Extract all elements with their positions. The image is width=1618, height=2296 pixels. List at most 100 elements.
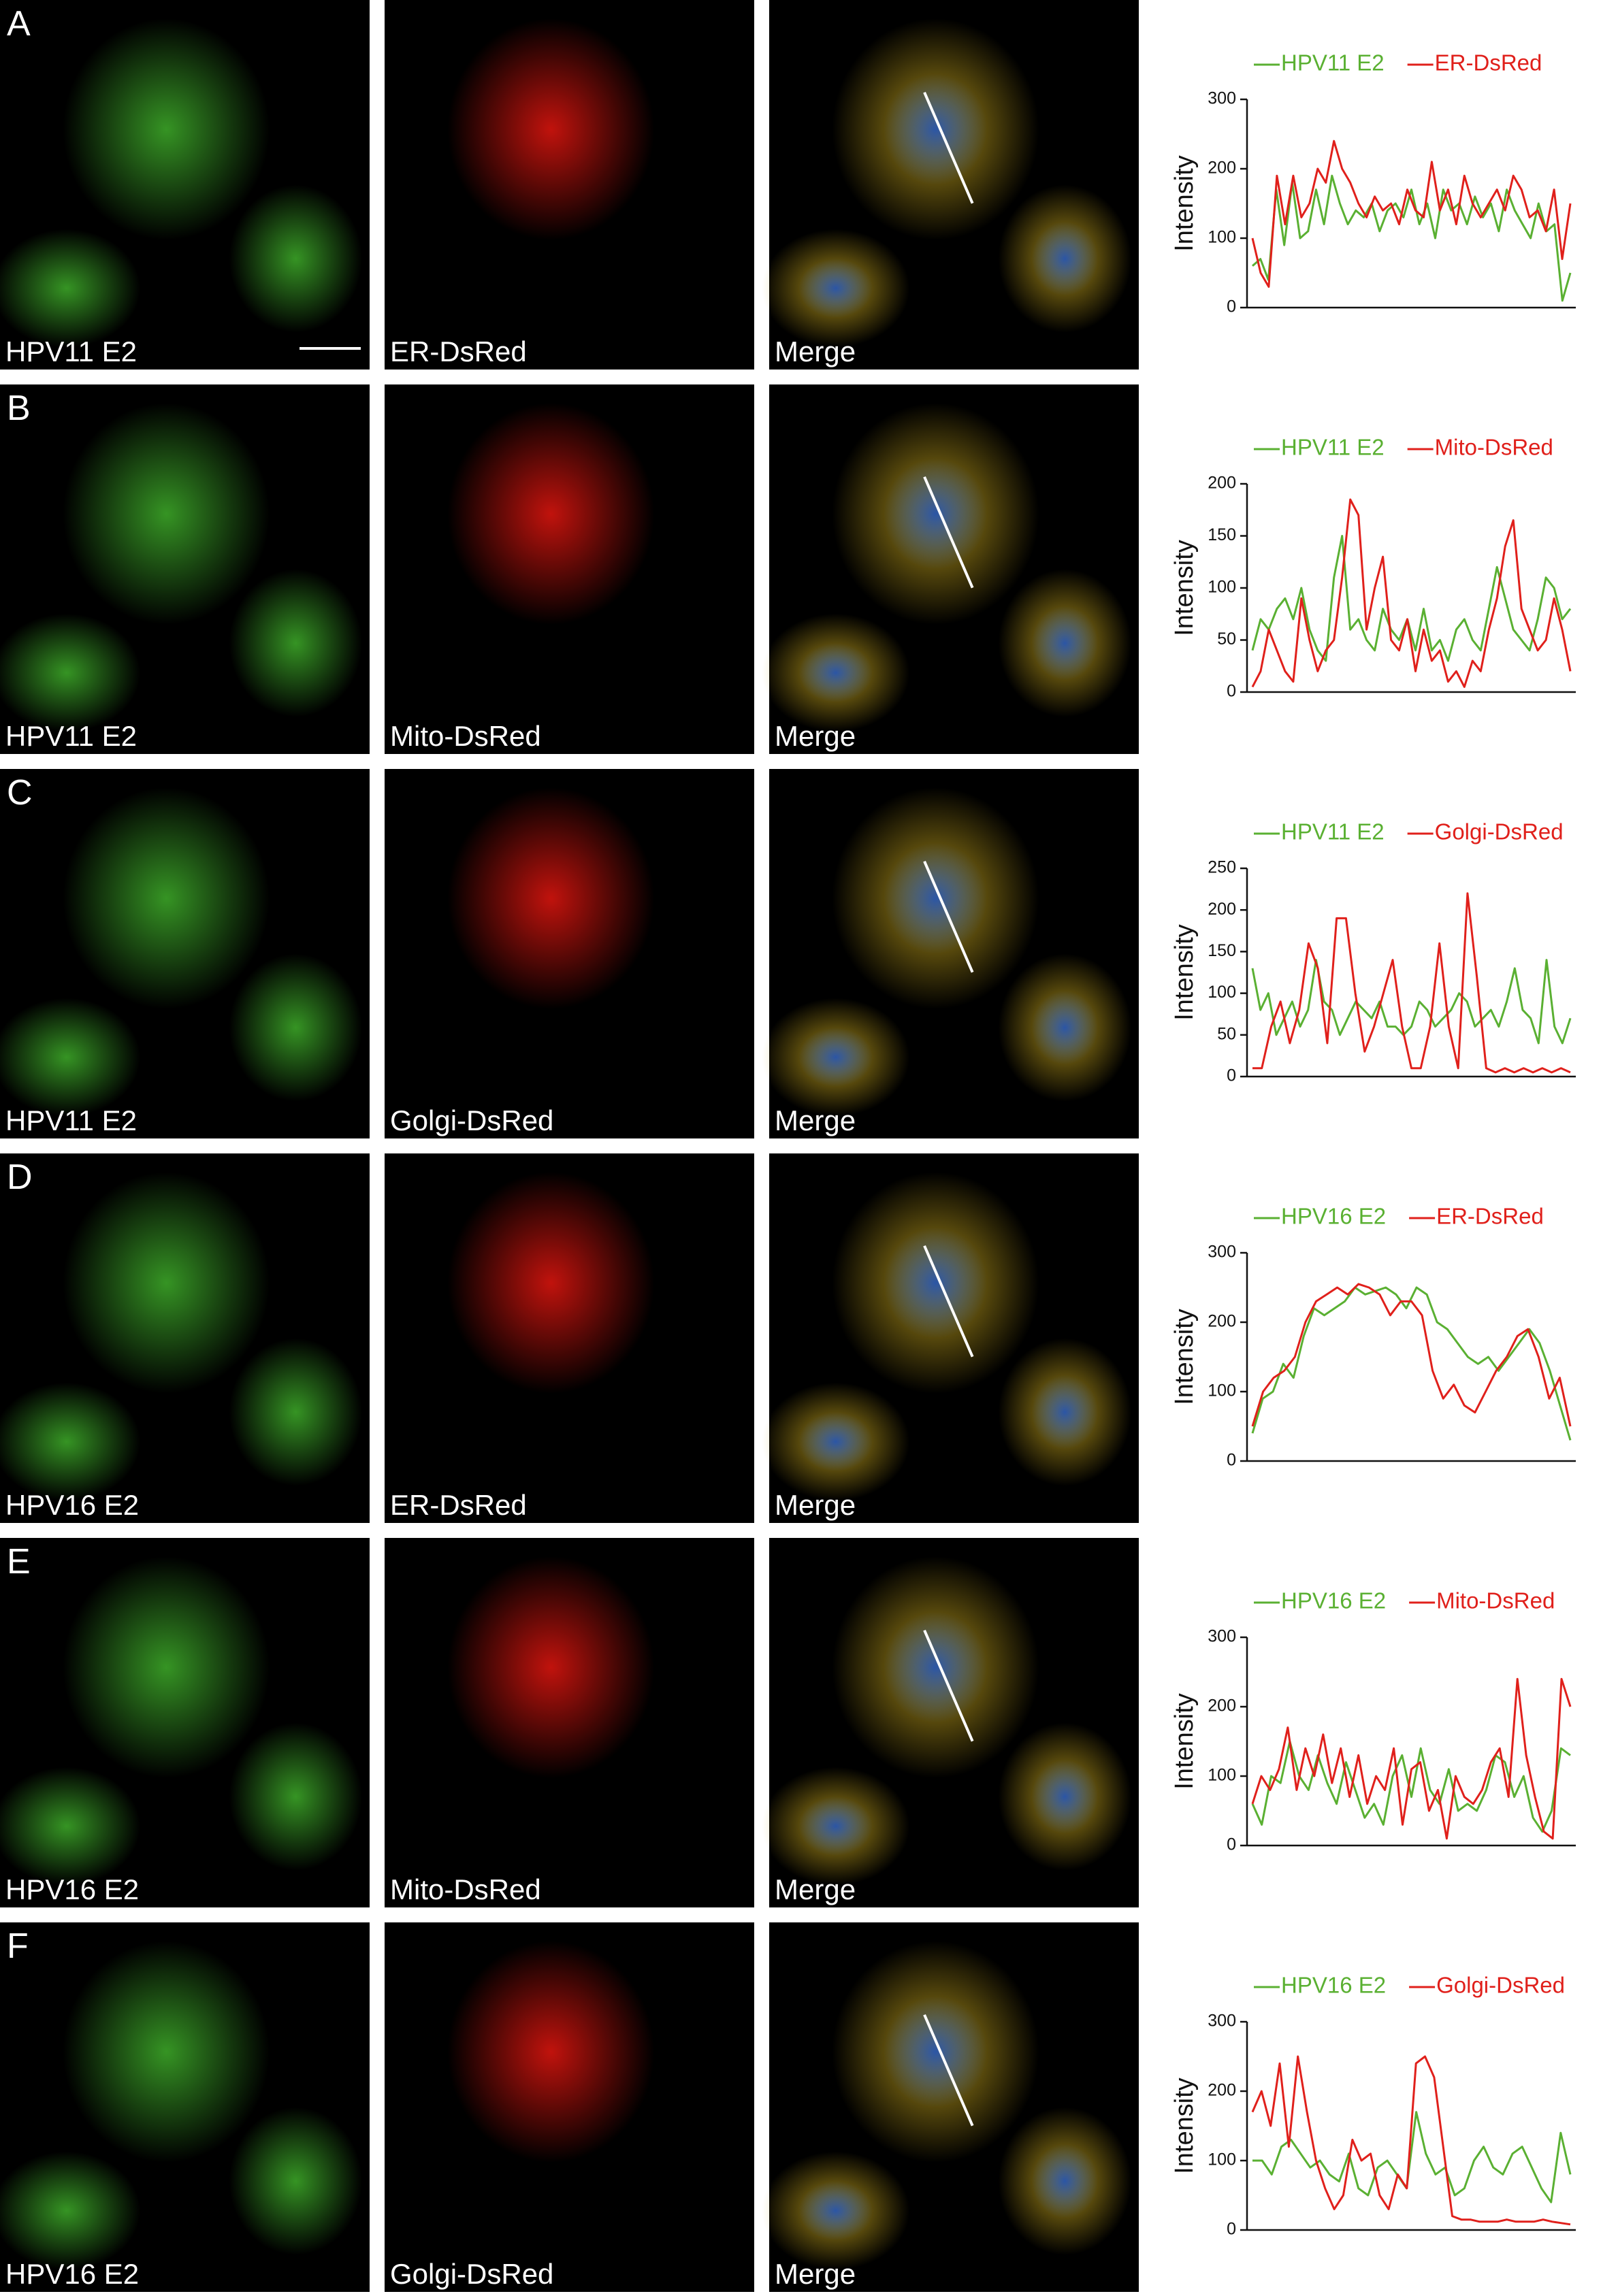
legend-label: HPV11 E2 xyxy=(1281,50,1385,76)
image-label: ER-DsRed xyxy=(390,335,527,367)
nucleus xyxy=(798,643,873,702)
y-tick-label: 150 xyxy=(1208,525,1236,544)
cell-signal xyxy=(0,998,141,1117)
nucleus xyxy=(1031,2144,1099,2218)
cell-signal xyxy=(447,1172,655,1394)
y-tick-label: 0 xyxy=(1227,2220,1236,2239)
y-tick-label: 0 xyxy=(1227,1835,1236,1854)
data-line xyxy=(1251,1286,1572,1441)
cell-signal xyxy=(229,1338,363,1486)
image-label: Merge xyxy=(775,2258,856,2290)
nucleus xyxy=(884,458,988,570)
nucleus xyxy=(798,2181,873,2240)
image-label: Merge xyxy=(775,720,856,752)
y-tick-label: 200 xyxy=(1208,2081,1236,2100)
nucleus xyxy=(1031,1375,1099,1449)
y-axis-label: Intensity xyxy=(1170,1693,1199,1790)
legend-label: ER-DsRed xyxy=(1436,1204,1544,1229)
image-label: Merge xyxy=(775,1489,856,1521)
cell-signal xyxy=(0,1767,141,1886)
data-line xyxy=(1251,140,1572,288)
panel-letter: E xyxy=(7,1542,31,1581)
nucleus xyxy=(798,1797,873,1856)
nucleus xyxy=(884,1227,988,1339)
y-tick-label: 50 xyxy=(1217,1024,1236,1043)
legend-label: HPV16 E2 xyxy=(1281,1204,1386,1229)
legend-label: HPV16 E2 xyxy=(1281,1588,1386,1613)
image-label: Merge xyxy=(775,1873,856,1905)
data-line xyxy=(1252,174,1572,302)
legend-label: HPV16 E2 xyxy=(1281,1973,1386,1998)
legend-label: Mito-DsRed xyxy=(1436,1588,1555,1613)
data-line xyxy=(1252,892,1571,1074)
y-tick-label: 100 xyxy=(1208,2150,1236,2169)
image-label: Merge xyxy=(775,335,856,367)
cell-signal xyxy=(63,1556,270,1778)
panel-letter: B xyxy=(7,389,31,428)
cell-signal xyxy=(447,403,655,625)
image-label: Mito-DsRed xyxy=(390,1873,541,1905)
cell-signal xyxy=(229,953,363,1102)
y-tick-label: 200 xyxy=(1208,159,1236,178)
nucleus xyxy=(1031,990,1099,1065)
image-label: HPV11 E2 xyxy=(5,1104,137,1136)
image-label: HPV16 E2 xyxy=(5,1873,139,1905)
scan-line xyxy=(923,1629,974,1742)
nucleus xyxy=(1031,221,1099,296)
nucleus xyxy=(1031,606,1099,680)
y-tick-label: 100 xyxy=(1208,983,1236,1002)
y-tick-label: 300 xyxy=(1208,1627,1236,1646)
cell-signal xyxy=(229,184,363,333)
image-label: Golgi-DsRed xyxy=(390,1104,553,1136)
data-line xyxy=(1252,2111,1572,2203)
nucleus xyxy=(884,1996,988,2108)
cell-signal xyxy=(0,613,141,732)
cell-signal xyxy=(63,1172,270,1394)
cell-signal xyxy=(447,787,655,1009)
nucleus xyxy=(798,1028,873,1087)
cell-signal xyxy=(447,18,655,240)
data-line xyxy=(1251,959,1572,1045)
image-label: Golgi-DsRed xyxy=(390,2258,553,2290)
scan-line xyxy=(923,1245,974,1358)
nucleus xyxy=(798,1412,873,1471)
y-tick-label: 100 xyxy=(1208,1381,1236,1400)
cell-signal xyxy=(447,1556,655,1778)
image-label: ER-DsRed xyxy=(390,1489,527,1521)
data-line xyxy=(1251,1740,1571,1833)
image-label: HPV11 E2 xyxy=(5,335,137,367)
y-axis-label: Intensity xyxy=(1170,1309,1199,1405)
y-tick-label: 300 xyxy=(1208,2012,1236,2031)
panel-letter: A xyxy=(7,4,31,44)
nucleus xyxy=(884,1611,988,1723)
scan-line xyxy=(923,91,974,204)
y-tick-label: 50 xyxy=(1217,629,1236,649)
cell-signal xyxy=(0,2151,141,2270)
cell-signal xyxy=(63,18,270,240)
y-tick-label: 0 xyxy=(1227,297,1236,316)
legend-label: Golgi-DsRed xyxy=(1435,819,1564,844)
legend-label: ER-DsRed xyxy=(1435,50,1542,76)
panel-letter: C xyxy=(7,773,33,813)
cell-signal xyxy=(447,1941,655,2163)
image-label: HPV16 E2 xyxy=(5,2258,139,2290)
y-tick-label: 100 xyxy=(1208,578,1236,597)
y-tick-label: 250 xyxy=(1208,858,1236,877)
image-label: HPV16 E2 xyxy=(5,1489,139,1521)
y-tick-label: 150 xyxy=(1208,941,1236,960)
cell-signal xyxy=(63,787,270,1009)
cell-signal xyxy=(229,1722,363,1871)
panel-letter: F xyxy=(7,1926,29,1966)
y-tick-label: 200 xyxy=(1208,1696,1236,1716)
legend-label: Golgi-DsRed xyxy=(1436,1973,1565,1998)
image-label: HPV11 E2 xyxy=(5,720,137,752)
cell-signal xyxy=(63,403,270,625)
y-tick-label: 100 xyxy=(1208,1766,1236,1785)
y-axis-label: Intensity xyxy=(1170,2078,1199,2174)
y-tick-label: 300 xyxy=(1208,89,1236,108)
cell-signal xyxy=(0,1382,141,1501)
y-tick-label: 100 xyxy=(1208,228,1236,247)
data-line xyxy=(1251,1677,1572,1840)
y-axis-label: Intensity xyxy=(1170,155,1199,252)
